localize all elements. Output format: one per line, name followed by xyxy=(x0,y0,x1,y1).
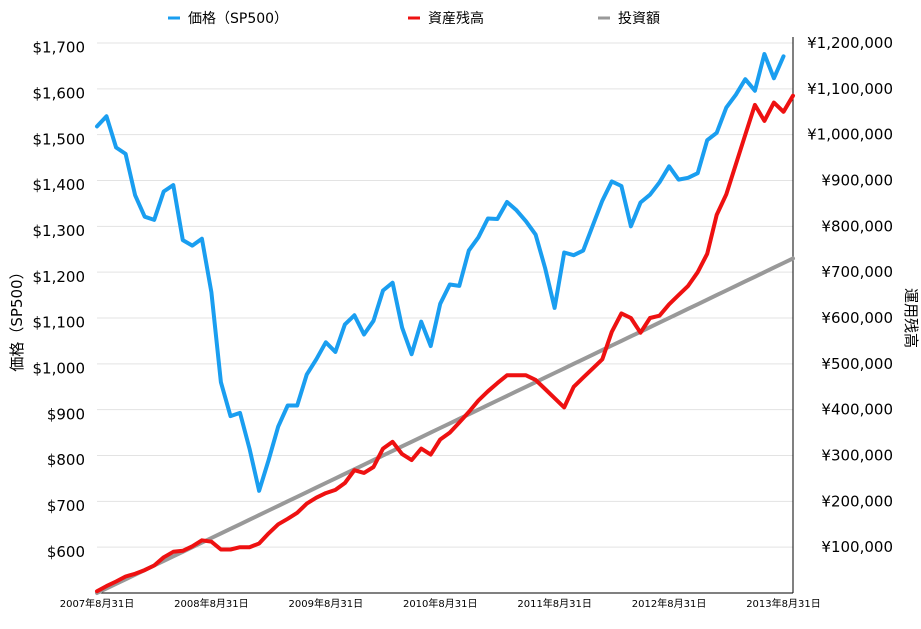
x-tick-label: 2008年8月31日 xyxy=(174,597,249,610)
y-right-tick-label: ¥1,000,000 xyxy=(807,126,893,144)
series-line-0 xyxy=(95,52,786,493)
x-tick-label: 2009年8月31日 xyxy=(289,597,364,610)
y-right-tick-label: ¥1,200,000 xyxy=(807,34,893,52)
y-left-tick-label: $1,600 xyxy=(33,84,86,102)
x-tick-label: 2013年8月31日 xyxy=(746,597,821,610)
legend: 価格（SP500） 資産残高 投資額 xyxy=(168,10,660,27)
y-left-tick-label: $600 xyxy=(47,543,85,561)
y-right-tick-label: ¥800,000 xyxy=(821,217,893,235)
x-tick-label: 2007年8月31日 xyxy=(60,597,135,610)
x-tick-label: 2012年8月31日 xyxy=(632,597,707,610)
y-left-tick-label: $800 xyxy=(47,451,85,469)
axis-layer: $600 $700 $800 $900 $1,000 $1,100 $1,200 $1,300… xyxy=(33,34,894,610)
y-axis-left-title: 価格（SP500） xyxy=(8,264,26,371)
y-right-tick-label: ¥1,100,000 xyxy=(807,80,893,98)
y-right-tick-label: ¥900,000 xyxy=(821,172,893,190)
y-left-tick-label: $1,000 xyxy=(33,359,86,377)
series-line-2 xyxy=(95,256,795,595)
y-right-tick-label: ¥600,000 xyxy=(821,309,893,327)
y-right-tick-label: ¥100,000 xyxy=(821,538,893,556)
series-line-1 xyxy=(95,93,795,594)
y-left-tick-label: $1,200 xyxy=(33,268,86,286)
y-right-tick-label: ¥400,000 xyxy=(821,401,893,419)
legend-label-0: 価格（SP500） xyxy=(188,11,288,27)
series-layer xyxy=(95,52,795,595)
legend-label-2: 投資額 xyxy=(618,11,660,27)
y-left-tick-label: $1,700 xyxy=(33,39,86,57)
y-left-tick-label: $1,400 xyxy=(33,176,86,194)
y-right-tick-label: ¥300,000 xyxy=(821,447,893,465)
y-left-tick-label: $700 xyxy=(47,497,85,515)
y-left-tick-label: $1,100 xyxy=(33,314,86,332)
y-right-tick-label: ¥700,000 xyxy=(821,263,893,281)
legend-label-1: 資産残高 xyxy=(428,10,484,27)
y-right-tick-label: ¥500,000 xyxy=(821,355,893,373)
y-left-tick-label: $900 xyxy=(47,405,85,423)
y-left-tick-label: $1,300 xyxy=(33,222,86,240)
y-left-tick-label: $1,500 xyxy=(33,130,86,148)
x-tick-label: 2011年8月31日 xyxy=(517,597,592,610)
y-right-tick-label: ¥200,000 xyxy=(821,492,893,510)
y-axis-right-title: 運用残高 xyxy=(902,288,920,348)
x-tick-label: 2010年8月31日 xyxy=(403,597,478,610)
